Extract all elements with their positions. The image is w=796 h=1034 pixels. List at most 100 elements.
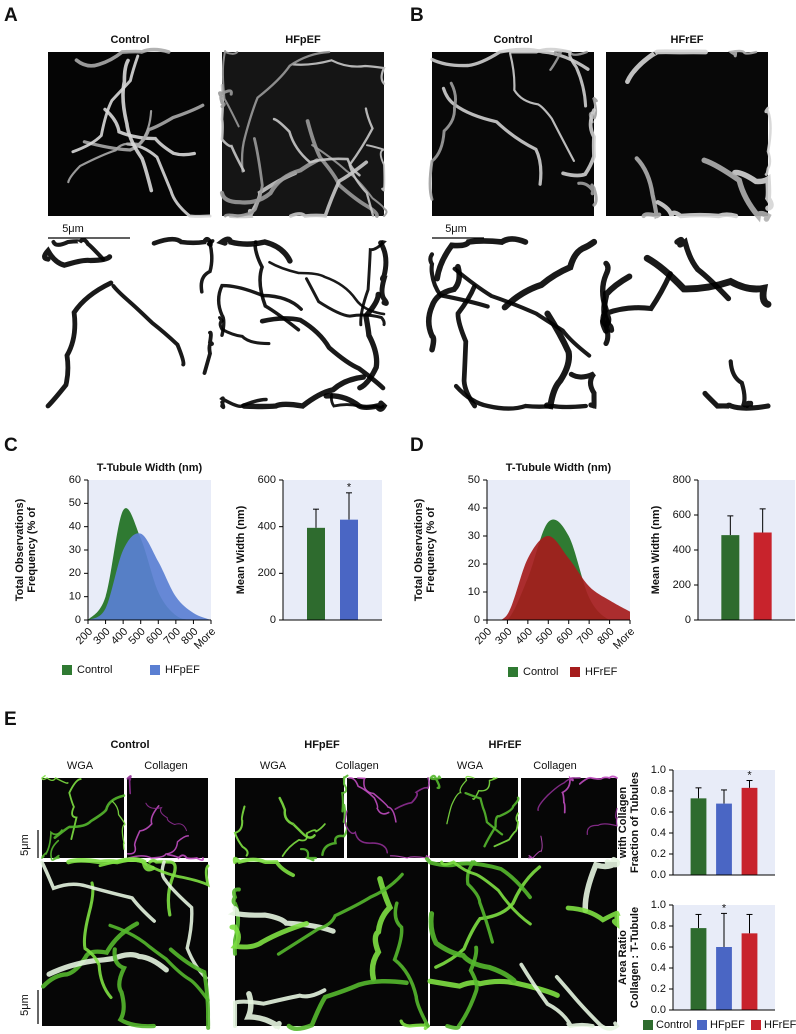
structure (441, 86, 543, 186)
y-tick-label: 40 (69, 521, 81, 533)
structure (392, 901, 430, 1028)
plot-background (283, 480, 382, 620)
structure (232, 856, 295, 878)
x-tick-label: 600 (554, 626, 575, 647)
y-tick-label: 600 (673, 509, 691, 521)
y-tick-label: 200 (673, 579, 691, 591)
y-axis-label: Frequency (% of (425, 507, 437, 593)
group-title: HFpEF (304, 739, 340, 751)
bar (340, 519, 358, 620)
structure (428, 81, 458, 201)
y-tick-label: 10 (69, 591, 81, 603)
x-tick-label: 500 (534, 626, 555, 647)
panel-label: E (4, 709, 17, 730)
micrograph (222, 52, 384, 216)
legend-label: Control (523, 666, 558, 678)
structure (272, 117, 361, 177)
structure (578, 775, 618, 785)
y-tick-label: 60 (69, 474, 81, 486)
structure (218, 89, 233, 109)
structure (455, 284, 478, 409)
x-tick-label: 700 (162, 626, 183, 647)
y-axis-label: Fraction of Tubules (629, 772, 641, 873)
structure (111, 800, 126, 850)
legend-label: HFrEF (585, 666, 618, 678)
structure (299, 847, 317, 862)
structure (311, 143, 388, 218)
significance-mark: * (347, 482, 352, 494)
y-tick-label: 0 (75, 614, 81, 626)
y-tick-label: 50 (69, 497, 81, 509)
structure (103, 107, 196, 157)
y-tick-label: 10 (468, 586, 480, 598)
structure (425, 263, 463, 353)
y-tick-label: 0.2 (651, 983, 666, 995)
structure (278, 796, 316, 839)
structure (41, 921, 140, 989)
structure (160, 860, 208, 980)
scale-bar-label: 5μm (19, 994, 31, 1016)
legend-label: HFpEF (165, 664, 200, 676)
y-tick-label: 0 (685, 614, 691, 626)
area (88, 533, 211, 620)
structure (537, 777, 581, 812)
structure (229, 921, 310, 950)
micrograph (347, 778, 428, 858)
structure (341, 774, 349, 813)
structure (568, 371, 597, 410)
y-axis-label: Mean Width (nm) (235, 505, 247, 594)
x-tick-label: 700 (575, 626, 596, 647)
channel-label: WGA (260, 760, 287, 772)
structure (51, 237, 106, 262)
structure (493, 812, 519, 848)
chart-title: T-Tubule Width (nm) (506, 462, 612, 474)
y-tick-label: 50 (468, 474, 480, 486)
structure (240, 50, 331, 173)
structure (286, 978, 409, 1032)
y-axis-label: Area Ratio (617, 930, 629, 985)
structure (41, 829, 63, 859)
structure (216, 236, 293, 264)
structure (199, 239, 215, 294)
structure (701, 157, 772, 223)
y-tick-label: 0.2 (651, 848, 666, 860)
y-tick-label: 20 (69, 567, 81, 579)
structure (344, 810, 389, 854)
structure (348, 777, 390, 815)
structure (509, 47, 588, 108)
group-title: HFrEF (489, 739, 522, 751)
x-tick-label: More (611, 626, 637, 652)
structure (582, 856, 621, 914)
structure (41, 774, 69, 784)
bar (690, 928, 707, 1010)
structure (126, 775, 132, 795)
y-axis-label: Total Observations) (14, 498, 26, 601)
channel-label: Collagen (144, 760, 187, 772)
structure (674, 236, 732, 302)
y-axis-label: Collagen : T-Tubule (629, 907, 641, 1008)
scale-bar-label: 5μm (62, 223, 84, 235)
y-tick-label: 400 (258, 521, 276, 533)
structure (453, 383, 588, 411)
structure (561, 108, 596, 178)
x-tick-label: 200 (473, 626, 494, 647)
micrograph (42, 778, 124, 858)
structure (509, 52, 575, 162)
structure (276, 872, 404, 956)
chart-title: T-Tubule Width (nm) (97, 462, 203, 474)
structure (127, 835, 190, 859)
structure (223, 137, 264, 218)
micrograph (606, 242, 768, 406)
structure (40, 860, 156, 923)
structure (643, 254, 772, 308)
structure (727, 49, 758, 58)
structure (145, 802, 188, 832)
structure (259, 316, 386, 391)
structure (434, 236, 529, 282)
legend-label: HFrEF (764, 1019, 796, 1031)
y-tick-label: 0.0 (651, 869, 666, 881)
structure (217, 316, 271, 346)
panel-label: A (4, 5, 18, 26)
structure (600, 260, 615, 333)
significance-mark: * (722, 902, 727, 914)
